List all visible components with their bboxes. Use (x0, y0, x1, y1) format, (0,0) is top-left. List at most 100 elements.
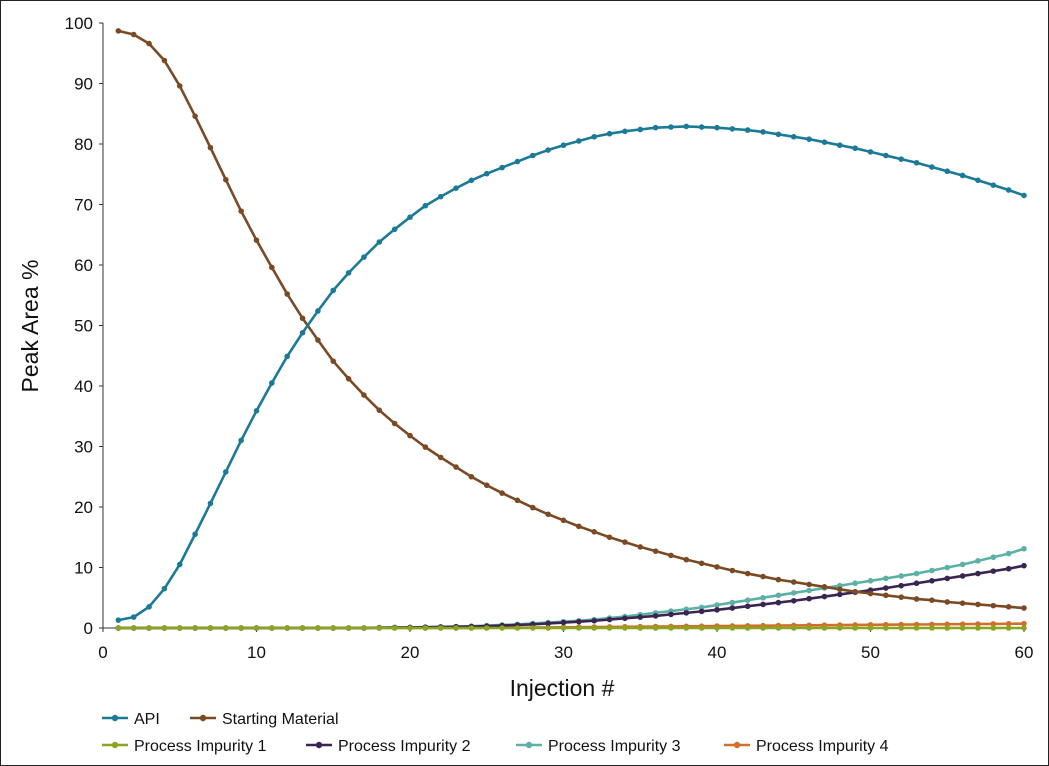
data-point (407, 625, 413, 631)
data-point (315, 308, 321, 314)
data-point (176, 561, 183, 568)
data-point (253, 408, 260, 414)
data-point (744, 127, 751, 133)
data-point (729, 605, 736, 611)
data-point (883, 152, 889, 159)
data-point (514, 158, 521, 165)
data-point (852, 145, 858, 152)
data-point (837, 142, 843, 149)
legend-item: Process Impurity 2 (306, 738, 471, 755)
data-point (867, 149, 874, 155)
data-point (391, 226, 398, 233)
data-point (913, 580, 920, 587)
data-point (975, 558, 981, 564)
data-point (637, 126, 644, 133)
data-point (790, 590, 797, 596)
data-point (1021, 620, 1027, 627)
data-point (437, 193, 444, 200)
data-point (146, 625, 152, 631)
data-point (606, 130, 613, 137)
data-point (483, 170, 490, 177)
data-point (959, 625, 966, 631)
data-point (1005, 604, 1012, 610)
data-point (299, 329, 306, 336)
data-point (898, 582, 904, 589)
data-point (391, 625, 398, 631)
data-point (821, 584, 828, 590)
data-point (622, 625, 628, 631)
data-point (852, 588, 858, 595)
data-point (499, 625, 505, 631)
data-point (898, 625, 904, 631)
y-tick-label: 80 (74, 135, 93, 154)
data-point (576, 618, 582, 625)
data-point (744, 625, 751, 631)
data-point (714, 625, 720, 631)
legend-swatch-marker (525, 741, 533, 749)
data-point (407, 214, 413, 221)
data-point (1005, 550, 1012, 557)
y-tick-label: 30 (74, 438, 93, 457)
data-point (929, 164, 935, 170)
data-point (530, 152, 536, 159)
data-point (545, 620, 551, 627)
data-point (637, 614, 644, 620)
data-point (1005, 187, 1012, 193)
legend-item: Process Impurity 1 (102, 738, 267, 755)
data-point (453, 464, 459, 470)
data-point (637, 625, 644, 631)
data-point (729, 599, 736, 606)
data-point (576, 523, 582, 530)
data-point (729, 126, 736, 132)
data-point (591, 529, 597, 535)
series-layer (115, 28, 1027, 631)
data-point (821, 139, 828, 145)
data-point (760, 129, 766, 135)
data-point (760, 594, 766, 601)
x-tick-label: 20 (401, 643, 420, 662)
data-point (806, 136, 812, 142)
data-point (714, 607, 720, 613)
data-point (1021, 605, 1027, 611)
data-point (744, 570, 751, 577)
data-point (683, 625, 690, 631)
data-point (683, 556, 690, 563)
data-point (883, 585, 889, 591)
y-tick-label: 0 (84, 619, 93, 638)
data-point (913, 625, 920, 631)
data-point (944, 599, 951, 605)
data-point (975, 570, 981, 577)
legend-swatch-marker (111, 714, 119, 722)
series-line (118, 125, 1025, 622)
data-point (1005, 565, 1012, 572)
data-point (698, 124, 705, 130)
data-point (161, 57, 168, 64)
data-point (806, 625, 812, 631)
data-point (161, 625, 168, 631)
data-point (898, 573, 904, 579)
data-point (852, 625, 858, 631)
data-point (990, 554, 997, 561)
legend-item: Process Impurity 3 (516, 738, 681, 755)
series-line (118, 29, 1025, 610)
data-point (407, 432, 413, 439)
data-point (330, 625, 337, 631)
data-point (714, 602, 720, 608)
series-starting-material (115, 28, 1027, 611)
data-point (775, 131, 782, 138)
data-point (192, 625, 198, 631)
legend-label: Process Impurity 1 (134, 738, 267, 755)
data-point (330, 358, 337, 364)
data-point (806, 581, 812, 588)
data-point (422, 625, 429, 631)
data-point (898, 594, 904, 600)
legend-label: Process Impurity 2 (338, 738, 471, 755)
data-point (683, 123, 690, 130)
legend-item: API (102, 711, 160, 728)
data-point (959, 561, 966, 568)
data-point (744, 597, 751, 603)
data-point (867, 590, 874, 597)
data-point (422, 444, 429, 450)
data-point (315, 625, 321, 631)
